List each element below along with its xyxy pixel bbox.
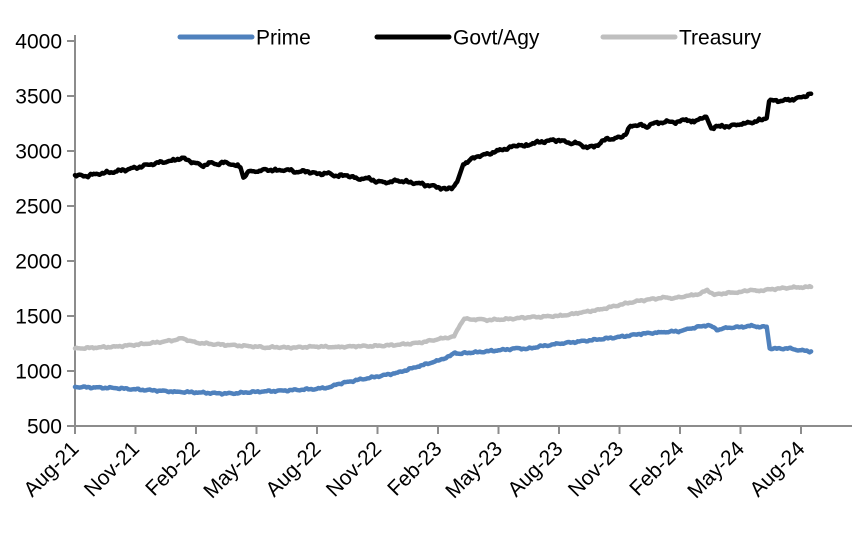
x-tick-label: May-22 (199, 437, 265, 503)
y-tick-label: 3500 (15, 86, 62, 109)
x-tick-label: Nov-23 (564, 437, 628, 501)
legend-label: Prime (256, 27, 311, 50)
x-tick-label: Feb-22 (141, 437, 204, 500)
legend-label: Govt/Agy (453, 27, 540, 50)
x-tick-label: Aug-21 (19, 437, 83, 501)
y-tick-label: 1000 (15, 361, 62, 384)
legend-label: Treasury (679, 27, 762, 50)
x-tick-label: May-23 (441, 437, 507, 503)
y-tick-label: 500 (27, 416, 62, 439)
y-tick-label: 2000 (15, 251, 62, 274)
series-line-treasury (72, 283, 814, 351)
x-tick-label: Aug-24 (745, 437, 809, 501)
y-tick-label: 4000 (15, 31, 62, 54)
series-line-prime (72, 322, 814, 397)
series-line-govt-agy (72, 91, 814, 192)
legend-item-treasury: Treasury (600, 27, 762, 50)
y-tick-label: 1500 (15, 306, 62, 329)
x-tick-label: Aug-23 (503, 437, 567, 501)
x-tick-label: Feb-24 (625, 437, 689, 501)
x-tick-label: May-24 (683, 437, 749, 503)
x-tick-label: Aug-22 (261, 437, 325, 501)
x-tick-label: Nov-22 (322, 437, 386, 501)
x-tick-label: Feb-23 (383, 437, 446, 500)
y-tick-label: 2500 (15, 196, 62, 219)
y-tick-label: 3000 (15, 141, 62, 164)
legend-item-govt-agy: Govt/Agy (374, 27, 540, 50)
legend-item-prime: Prime (177, 27, 311, 50)
x-tick-label: Nov-21 (80, 437, 144, 501)
